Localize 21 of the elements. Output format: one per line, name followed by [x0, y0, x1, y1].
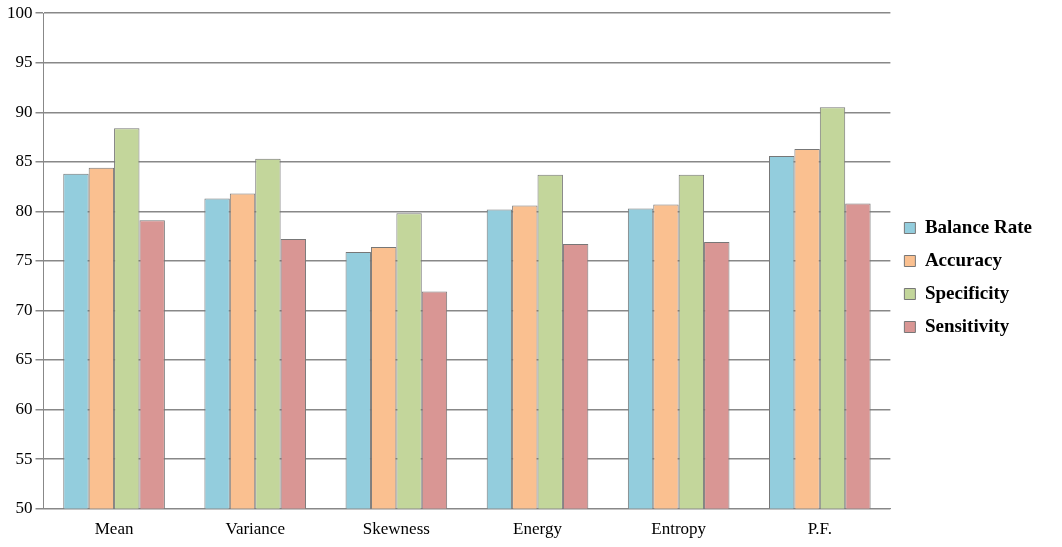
- legend-label: Balance Rate: [924, 215, 1033, 237]
- y-tick-label: 50: [15, 498, 33, 518]
- y-tick-label: 80: [15, 200, 33, 220]
- x-tick-label: P.F.: [807, 519, 832, 539]
- x-tick-label: Entropy: [651, 519, 707, 539]
- legend-label: Sensitivity: [924, 314, 1010, 336]
- y-tick-label: 75: [15, 250, 33, 270]
- x-tick-label: Skewness: [362, 519, 430, 539]
- x-tick-label: Energy: [513, 519, 563, 539]
- y-tick-label: 55: [15, 448, 33, 468]
- y-tick-label: 100: [7, 2, 33, 22]
- y-tick-label: 60: [15, 398, 33, 418]
- legend-label: Accuracy: [924, 248, 1003, 270]
- y-tick-label: 95: [15, 52, 33, 72]
- y-tick-label: 70: [15, 299, 33, 319]
- legend-label: Specificity: [924, 281, 1010, 303]
- y-tick-label: 65: [15, 349, 33, 369]
- x-tick-label: Variance: [225, 519, 285, 539]
- y-tick-label: 90: [15, 101, 33, 121]
- y-tick-label: 85: [15, 151, 33, 171]
- x-tick-label: Mean: [94, 519, 134, 539]
